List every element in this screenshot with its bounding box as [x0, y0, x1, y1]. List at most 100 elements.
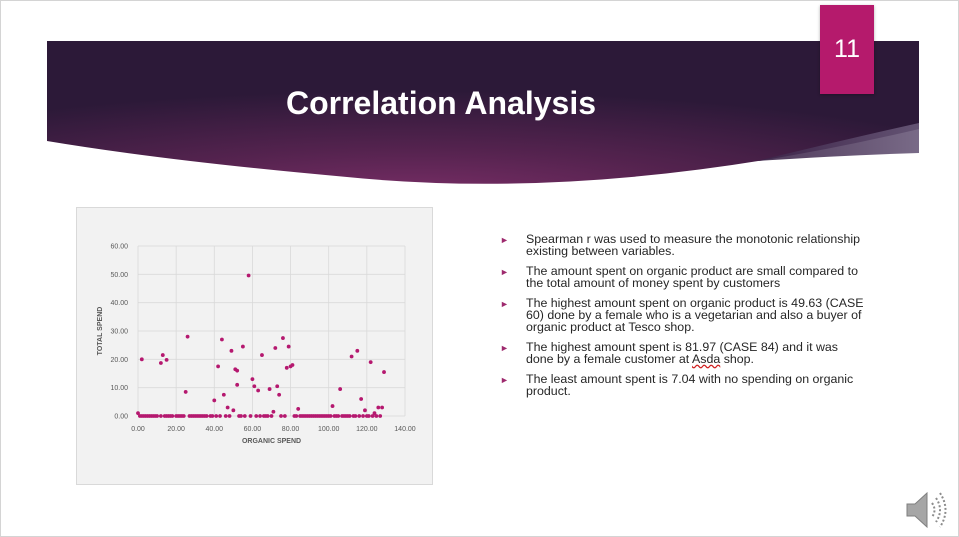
data-point	[282, 414, 287, 418]
data-point	[246, 273, 251, 278]
data-point	[368, 360, 373, 365]
data-point	[136, 411, 140, 416]
y-tick-label: 20.00	[110, 357, 128, 364]
x-tick-label: 40.00	[206, 426, 224, 433]
data-point	[275, 384, 280, 389]
data-point	[139, 357, 144, 362]
data-point	[353, 414, 358, 418]
data-point	[279, 414, 283, 418]
data-point	[271, 409, 276, 414]
y-tick-label: 40.00	[110, 300, 128, 307]
bullet-text: The least amount spent is 7.04 with no s…	[526, 372, 854, 398]
data-point	[357, 414, 362, 418]
data-point	[286, 344, 291, 349]
data-point	[284, 365, 289, 370]
data-point	[290, 363, 295, 367]
data-point	[370, 414, 375, 418]
data-point	[252, 384, 257, 389]
bullet-text: The highest amount spent on organic prod…	[526, 296, 864, 334]
data-point	[216, 364, 221, 369]
data-point	[330, 404, 335, 408]
x-tick-label: 120.00	[356, 426, 378, 433]
data-point	[164, 358, 169, 362]
title-banner	[47, 41, 919, 184]
data-point	[183, 390, 188, 394]
bullet-list: ► Spearman r was used to measure the mon…	[498, 233, 868, 405]
triangle-right-icon: ►	[500, 299, 509, 309]
data-point	[374, 414, 379, 418]
data-point	[158, 361, 163, 365]
bullet-item: ► The highest amount spent on organic pr…	[498, 297, 868, 333]
data-point	[170, 414, 175, 418]
chart-plot: 0.00 10.00 20.00 30.00 40.00 50.00 60.00 0.00 20…	[97, 244, 416, 446]
bullet-text-end: shop.	[720, 352, 755, 366]
y-tick-label: 30.00	[110, 329, 128, 336]
data-point	[258, 414, 262, 418]
data-point	[204, 414, 209, 418]
spellcheck-flagged-word: Asda	[692, 352, 721, 366]
bullet-text-start: The highest amount spent is 81.97 (CASE …	[526, 340, 839, 366]
data-point	[378, 414, 383, 418]
data-point	[248, 414, 253, 418]
bullet-item: ► Spearman r was used to measure the mon…	[498, 233, 868, 257]
data-point	[294, 414, 299, 418]
y-tick-label: 10.00	[110, 385, 128, 392]
x-tick-label: 20.00	[167, 426, 185, 433]
scatter-chart: 0.00 10.00 20.00 30.00 40.00 50.00 60.00 0.00 20…	[76, 207, 433, 485]
data-point	[269, 414, 274, 418]
data-point	[235, 368, 240, 373]
data-point	[225, 405, 230, 410]
data-point	[359, 397, 364, 401]
data-point	[363, 408, 367, 413]
data-point	[256, 388, 261, 393]
data-point	[361, 414, 365, 418]
bullet-item: ► The amount spent on organic product ar…	[498, 265, 868, 289]
data-point	[382, 370, 386, 374]
triangle-right-icon: ►	[500, 235, 509, 245]
data-point	[277, 392, 282, 397]
bullet-item: ► The least amount spent is 7.04 with no…	[498, 373, 868, 397]
data-point	[212, 398, 217, 403]
bullet-item: ► The highest amount spent is 81.97 (CAS…	[498, 341, 868, 365]
x-axis-title: ORGANIC SPEND	[242, 438, 301, 445]
x-tick-label: 140.00	[394, 426, 416, 433]
speaker-icon[interactable]	[901, 489, 951, 531]
data-point	[328, 414, 333, 418]
data-point	[155, 414, 159, 418]
data-point	[223, 414, 228, 418]
slide-number: 11	[820, 5, 874, 94]
data-point	[231, 408, 236, 413]
data-point	[296, 407, 301, 411]
data-point	[220, 337, 224, 342]
data-point	[221, 392, 226, 397]
data-point	[240, 344, 245, 349]
data-point	[254, 414, 259, 418]
data-point	[229, 348, 234, 353]
data-point	[235, 382, 240, 387]
bullet-text: The amount spent on organic product are …	[526, 264, 858, 290]
data-point	[185, 334, 190, 339]
data-point	[355, 348, 360, 353]
data-point	[218, 414, 222, 418]
data-point	[260, 353, 264, 357]
data-point	[181, 414, 186, 418]
triangle-right-icon: ►	[500, 375, 509, 385]
data-point	[349, 354, 354, 359]
data-point	[214, 414, 219, 418]
data-point	[372, 411, 377, 416]
data-point	[376, 405, 381, 410]
data-point	[158, 414, 163, 418]
data-point	[227, 414, 232, 418]
data-point	[380, 405, 385, 410]
bullet-text: Spearman r was used to measure the monot…	[526, 232, 861, 258]
y-axis-title: TOTAL SPEND	[97, 307, 104, 356]
x-tick-label: 100.00	[318, 426, 340, 433]
triangle-right-icon: ►	[500, 267, 509, 277]
data-point	[281, 336, 285, 340]
slide-title: Correlation Analysis	[285, 85, 596, 121]
data-point	[336, 414, 341, 418]
x-tick-label: 0.00	[131, 426, 145, 433]
x-tick-label: 80.00	[282, 426, 300, 433]
y-tick-label: 50.00	[110, 272, 128, 279]
